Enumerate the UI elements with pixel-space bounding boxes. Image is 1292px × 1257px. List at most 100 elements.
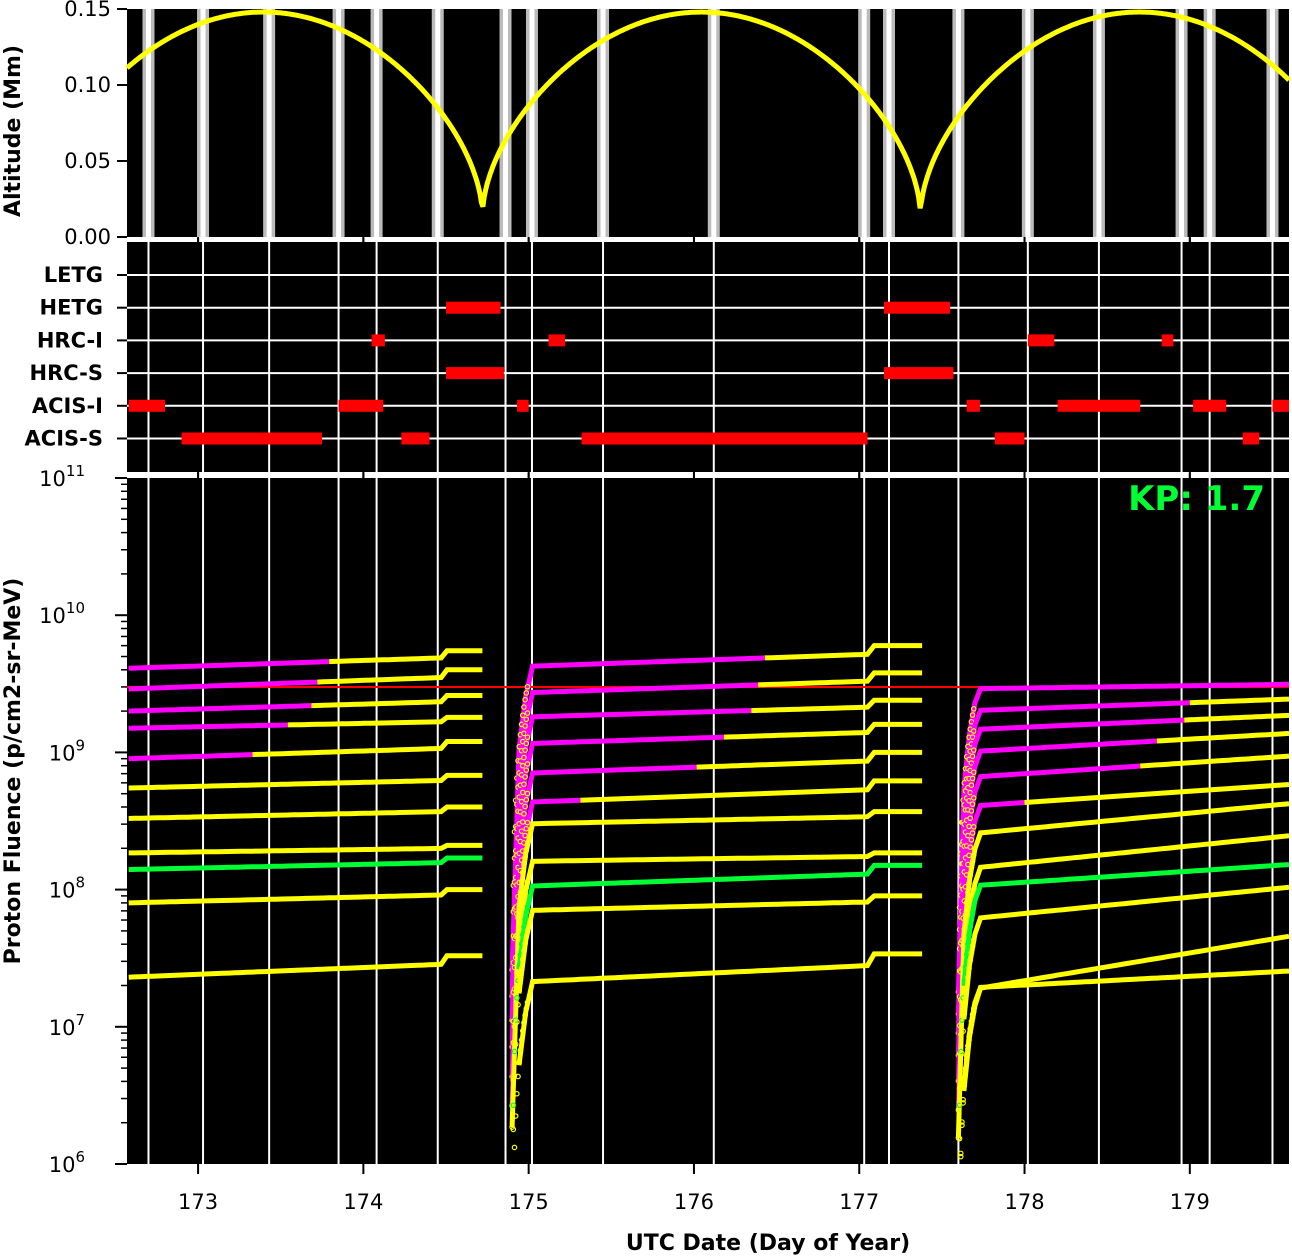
fluence-ramp-point (957, 1153, 964, 1160)
fluence-ramp-point (961, 1079, 968, 1086)
fluence-ramp-point (524, 734, 531, 741)
fluence-ramp-point (524, 790, 531, 797)
fluence-ramp-point (522, 891, 528, 898)
fluence-ramp-point (523, 847, 530, 854)
instrument-interval-bar (517, 399, 529, 412)
fluence-ramp-point (511, 1023, 518, 1030)
fluence-series-magenta (128, 679, 318, 692)
fluence-ramp-point (518, 1037, 525, 1043)
fluence-series-yellow (1184, 712, 1290, 723)
altitude-gap-band-core (336, 9, 342, 237)
fluence-ramp-point (962, 1065, 969, 1072)
fluence-x-tick-label: 178 (1004, 1190, 1044, 1214)
fluence-series-magenta (509, 764, 697, 1077)
fluence-ramp-point (522, 854, 528, 860)
fluence-ramp-point (516, 1059, 523, 1066)
fluence-ramp-point (524, 683, 531, 690)
instrument-interval-bar (371, 334, 385, 347)
fluence-ramp-point (510, 1102, 517, 1109)
fluence-ramp-point (965, 974, 971, 981)
fluence-ramp-point (959, 1050, 965, 1057)
fluence-ramp-point (965, 1043, 971, 1049)
fluence-ramp-point (970, 728, 977, 734)
instrument-label: HRC-I (37, 328, 103, 352)
fluence-y-tick-label: 1011 (39, 462, 85, 491)
x-axis-label: UTC Date (Day of Year) (626, 1231, 910, 1256)
fluence-series-magenta (955, 800, 1025, 1111)
fluence-ramp-point (523, 767, 530, 773)
altitude-gap-band-core (1025, 9, 1031, 237)
fluence-ramp-point (517, 1047, 524, 1054)
fluence-ramp-point (523, 1005, 530, 1012)
fluence-ramp-point (522, 747, 528, 753)
fluence-series-yellow (961, 933, 1290, 1092)
fluence-ramp-point (518, 965, 525, 972)
altitude-y-tick-label: 0.15 (64, 0, 111, 21)
fluence-ramp-point (521, 730, 527, 737)
fluence-ramp-point (963, 1053, 970, 1060)
fluence-ramp-point (521, 811, 527, 817)
altitude-gap-band-core (374, 9, 380, 237)
fluence-series-yellow (757, 670, 923, 688)
fluence-series-yellow (317, 667, 483, 685)
fluence-ramp-point (514, 969, 520, 976)
fluence-ramp-point (969, 830, 976, 836)
instrument-label: ACIS-S (25, 427, 103, 451)
fluence-ramp-point (524, 999, 531, 1006)
fluence-series-magenta (509, 708, 752, 1021)
altitude-y-tick-label: 0.10 (64, 73, 111, 97)
altitude-gap-band-core (1207, 9, 1213, 237)
fluence-ramp-point (523, 796, 530, 803)
fluence-ramp-point (519, 1028, 526, 1034)
fluence-ramp-point (967, 815, 974, 822)
fluence-ramp-point (959, 1122, 965, 1129)
altitude-gap-band-core (435, 9, 441, 237)
fluence-series-yellow (128, 887, 483, 906)
fluence-series-green (128, 855, 483, 873)
fluence-ramp-point (511, 1072, 518, 1079)
fluence-ramp-point (523, 690, 530, 696)
instrument-interval-bar (401, 432, 430, 445)
fluence-ramp-point (519, 956, 526, 963)
fluence-ramp-point (521, 1019, 527, 1026)
instrument-label: ACIS-I (32, 394, 103, 418)
fluence-series-yellow (128, 953, 483, 980)
fluence-ramp-point (969, 858, 976, 864)
fluence-series-yellow (509, 809, 923, 1128)
fluence-series-magenta (509, 682, 759, 997)
fluence-ramp-point (968, 950, 975, 956)
fluence-ramp-point (965, 941, 971, 947)
fluence-ramp-point (970, 903, 977, 910)
fluence-ramp-point (521, 924, 527, 930)
fluence-ramp-point (514, 1090, 520, 1097)
fluence-series (128, 643, 1290, 1160)
altitude-gap-band-core (1179, 9, 1185, 237)
fluence-ramp-point (522, 803, 528, 810)
fluence-ramp-point (967, 1025, 974, 1032)
fluence-ramp-point (960, 1100, 966, 1106)
fluence-y-tick-label: 106 (49, 1148, 85, 1177)
fluence-x-tick-label: 174 (343, 1190, 383, 1214)
kp-index-label: KP: 1.7 (1128, 479, 1265, 519)
fluence-ramp-point (970, 852, 977, 858)
fluence-ramp-point (969, 801, 976, 807)
fluence-ramp-point (957, 1150, 964, 1157)
fluence-series-magenta (509, 734, 725, 1048)
instrument-interval-bar (446, 367, 504, 380)
fluence-ramp-point (512, 1041, 519, 1048)
fluence-ramp-point (970, 1005, 977, 1012)
instrument-label: HRC-S (30, 361, 103, 385)
fluence-series-magenta (128, 659, 330, 671)
fluence-ramp-point (965, 889, 971, 896)
fluence-ramp-point (969, 734, 976, 740)
instrument-intervals (128, 301, 1289, 445)
fluence-series-yellow (764, 643, 923, 661)
fluence-series-yellow (955, 801, 1290, 1139)
instrument-interval-bar (446, 301, 501, 314)
altitude-panel: 0.00 0.05 0.10 0.15 Altitude (Mm) (1, 0, 1291, 249)
fluence-ramp-point (524, 710, 531, 716)
fluence-ramp-point (521, 898, 527, 905)
fluence-ramp-point (969, 1011, 976, 1018)
altitude-y-tick-label: 0.00 (64, 225, 111, 249)
